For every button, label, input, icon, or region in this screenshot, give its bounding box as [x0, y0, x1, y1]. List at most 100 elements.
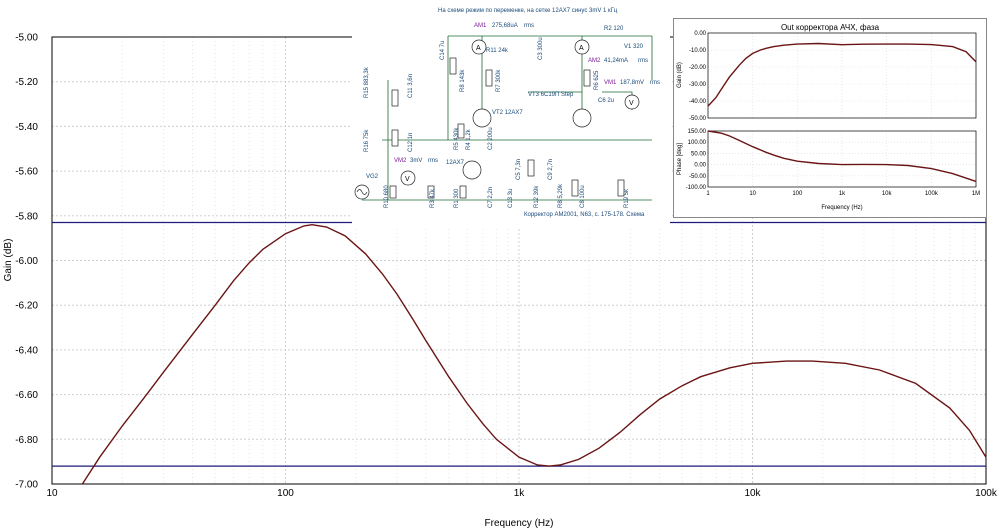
am1-label: AM1 [474, 23, 487, 29]
inset-gain-tick: -20.00 [689, 65, 707, 71]
x-tick-label: 10k [744, 488, 761, 499]
vm1-label: VM1 [604, 80, 617, 86]
r19-label: R19 5k [624, 188, 630, 208]
inset-phase-axis-label: Phase [deg] [677, 143, 683, 175]
inset-x-tick: 100k [925, 191, 939, 197]
r3-label: R3 47k [430, 188, 436, 208]
y-axis-label: Gain (dB) [3, 239, 14, 282]
inset-phase-tick: -50.00 [689, 174, 707, 180]
vm1-value: 187,8mV [620, 80, 644, 86]
inset-x-tick: 100 [792, 191, 803, 197]
r6-label: R6 625 [594, 70, 600, 90]
svg-text:V: V [629, 100, 634, 107]
inset-response-panel: Out корректора АЧХ, фаза 0.00 -10.00 -20.0… [673, 18, 987, 218]
r2-label: R2 120 [604, 26, 624, 32]
vm2-value: 3mV [410, 158, 422, 164]
inset-gain-tick: -10.00 [689, 48, 707, 54]
inset-gain-frame [707, 32, 977, 119]
vt1-label: 12AX7 [446, 160, 465, 166]
inset-gain-tick: -40.00 [689, 99, 707, 105]
y-tick-label: -5.80 [15, 211, 38, 222]
vt3-label: VT3 6C19П Step [528, 92, 574, 98]
inset-gain-tick: -30.00 [689, 82, 707, 88]
c5-label: C5 7,3n [516, 159, 522, 180]
gain-curve [81, 223, 987, 485]
inset-phase-curve [707, 130, 977, 183]
vg2-label: VG2 [366, 174, 379, 180]
c9-label: C9 2,7n [548, 159, 554, 180]
am1-value: 275,68uA [492, 23, 518, 29]
y-tick-label: -5.00 [15, 33, 38, 44]
x-tick-label: 1k [514, 488, 526, 499]
am2-unit: rms [638, 58, 648, 64]
inset-title: Out корректора АЧХ, фаза [781, 23, 880, 32]
c12-label: C12 1n [408, 133, 414, 152]
inset-phase-tick: 50.00 [691, 151, 707, 157]
inset-phase-tick: -100.00 [686, 185, 707, 191]
inset-gain-tick: -50.00 [689, 116, 707, 122]
x-axis-label: Frequency (Hz) [485, 518, 554, 529]
ammeter-am2-icon [574, 39, 590, 55]
vt2-label: VT2 12AX7 [492, 110, 523, 116]
inset-phase-tick: 100.00 [688, 140, 707, 146]
inset-gain-curve [707, 42, 977, 107]
r16-label: R16 75k [364, 129, 370, 152]
vm2-unit: rms [428, 158, 438, 164]
c11-label: C11 3,6n [408, 74, 414, 98]
inset-x-tick: 1M [972, 191, 980, 197]
tube-vt3-icon [572, 108, 592, 128]
c6-label: C6 2u [598, 98, 614, 104]
r12-label: R12 39k [534, 185, 540, 208]
c2-label: C2 200u [488, 127, 494, 150]
inset-gain-ticks: 0.00 -10.00 -20.00 -30.00 -40.00 -50.00 [689, 31, 707, 122]
c3-label: C3 300u [538, 37, 544, 60]
svg-text:A: A [476, 45, 481, 52]
x-tick-label: 100k [975, 488, 998, 499]
inset-x-tick: 10 [749, 191, 756, 197]
inset-phase-tick: 0.00 [694, 163, 706, 169]
am2-value: 41,24mA [604, 58, 628, 64]
inset-phase-tick: 150.00 [688, 129, 707, 135]
r5-label: R5 430k [454, 127, 460, 150]
y-tick-label: -7.00 [15, 480, 38, 491]
y-tick-label: -6.80 [15, 435, 38, 446]
r4-label: R4 1,2k [466, 128, 472, 150]
schematic-panel: На схеме режим по переменке, на сетке 12… [352, 0, 670, 228]
svg-text:V: V [405, 176, 410, 183]
c14-label: C14 7u [440, 41, 446, 60]
y-tick-label: -6.20 [15, 301, 38, 312]
r10-label: R10 680 [384, 185, 390, 208]
c7-label: C7 2,2n [488, 187, 494, 208]
r15-label: R15 883,3k [364, 66, 370, 98]
y-tick-label: -5.40 [15, 122, 38, 133]
grid-lines [51, 36, 987, 485]
r1-label: R1 300 [454, 188, 460, 208]
tube-vt2-icon [472, 108, 492, 128]
inset-gain-axis-label: Gain (dB) [677, 62, 683, 88]
inset-x-tick: 1 [706, 191, 710, 197]
tube-vt1-icon [462, 160, 482, 180]
r8-label: R8 143k [460, 69, 466, 92]
y-tick-label: -6.00 [15, 256, 38, 267]
ammeter-am1-icon [471, 39, 487, 55]
x-tick-label: 100 [277, 488, 294, 499]
inset-gain-tick: 0.00 [694, 31, 706, 37]
svg-text:A: A [579, 45, 584, 52]
v1-label: V1 320 [624, 44, 644, 50]
r7-label: R7 300k [496, 69, 502, 92]
inset-x-ticks: 1 10 100 1k 10k 100k 1M [706, 191, 980, 197]
inset-phase-frame [707, 130, 977, 188]
voltmeter-vm1-icon [624, 94, 640, 110]
x-tick-label: 10 [46, 488, 58, 499]
c13-label: C13 3u [508, 189, 514, 208]
y-tick-label: -6.60 [15, 390, 38, 401]
x-tick-labels: 10 100 1k 10k 100k [46, 488, 997, 499]
y-tick-label: -5.20 [15, 77, 38, 88]
am1-unit: rms [524, 23, 534, 29]
vm1-unit: rms [650, 80, 660, 86]
inset-x-tick: 1k [839, 191, 846, 197]
r8b-label: R8 5,29k [558, 183, 564, 208]
y-tick-label: -5.60 [15, 167, 38, 178]
y-tick-label: -6.40 [15, 345, 38, 356]
